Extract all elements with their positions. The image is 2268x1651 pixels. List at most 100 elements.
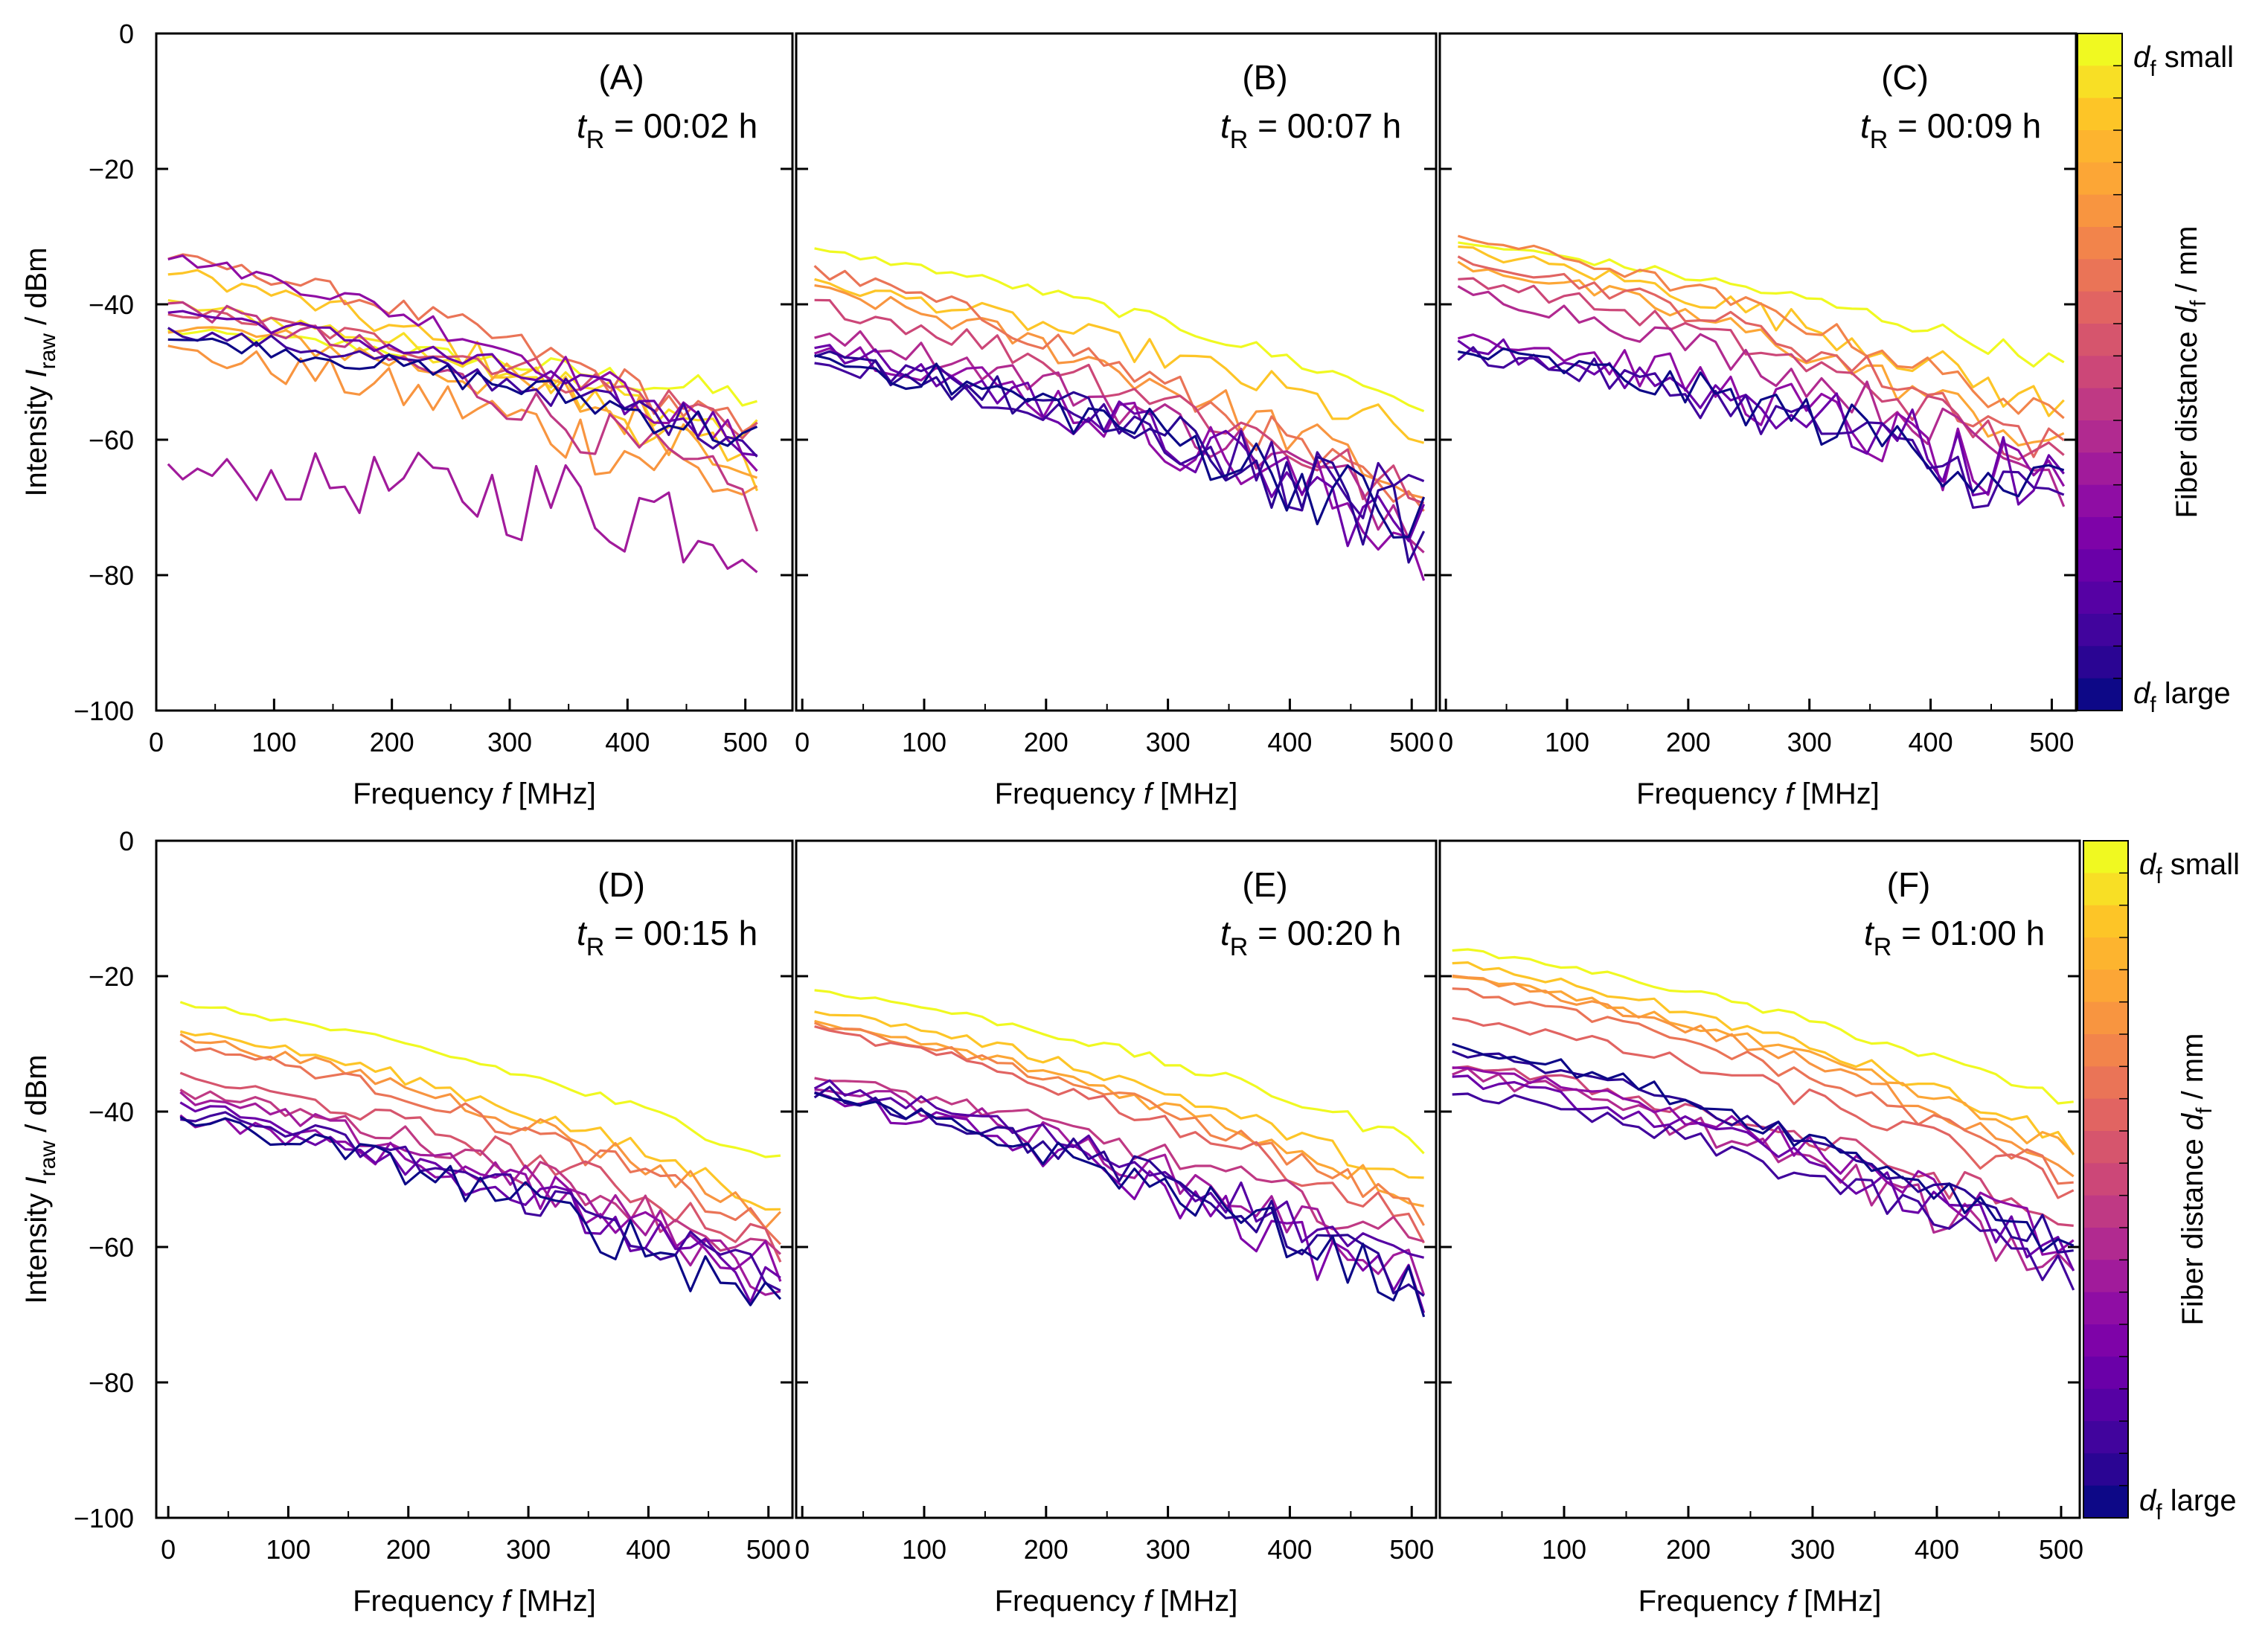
x-tick-label: 400 [1267, 727, 1312, 757]
series-line [1452, 1050, 2074, 1254]
series-line [1452, 1092, 2075, 1291]
series-group [179, 1001, 782, 1307]
series-line [179, 1039, 782, 1246]
series-line [814, 1010, 1424, 1179]
y-tick-label: 0 [119, 19, 134, 49]
x-axis-title: Frequency f [MHz] [353, 778, 596, 810]
series-line [1452, 974, 2075, 1178]
series-line [167, 310, 757, 457]
x-tick-label: 300 [1146, 727, 1191, 757]
y-tick-label: −100 [74, 696, 134, 726]
series-line [814, 354, 1426, 539]
x-tick-label: 200 [1024, 727, 1069, 757]
y-tick-label: −60 [89, 1232, 134, 1263]
x-tick-label: 0 [161, 1534, 176, 1565]
series-line [814, 278, 1425, 444]
series-line [1452, 1016, 2075, 1199]
series-line [1452, 987, 2074, 1185]
colorbar-segment [2083, 1066, 2128, 1100]
x-tick-label: 400 [1915, 1534, 1959, 1565]
y-axis-title: Intensity Iraw / dBm [20, 247, 60, 496]
colorbar-segment [2078, 452, 2122, 486]
x-tick-label: 0 [1438, 727, 1453, 757]
series-line [167, 452, 758, 574]
colorbar-small-label: df small [2139, 848, 2240, 888]
x-axis-title: Frequency f [MHz] [1638, 1585, 1882, 1618]
y-tick-label: −40 [89, 289, 134, 320]
series-line [814, 1088, 1426, 1295]
time-label: tR = 00:07 h [1220, 106, 1401, 154]
colorbar-segment [2083, 841, 2128, 874]
colorbar-segment [2083, 1195, 2128, 1228]
x-tick-label: 0 [795, 727, 810, 757]
series-line [167, 327, 758, 458]
x-tick-label: 200 [370, 727, 414, 757]
colorbar-segment [2078, 646, 2122, 679]
series-line [1457, 338, 2065, 506]
colorbar-segment [2083, 937, 2128, 971]
series-line [179, 1115, 782, 1307]
series-line [1458, 333, 2066, 496]
x-tick-label: 100 [1542, 1534, 1586, 1565]
series-line [814, 330, 1425, 554]
series-line [179, 1114, 782, 1282]
series-line [814, 247, 1425, 413]
series-line [1452, 1074, 2075, 1272]
series-line [1458, 347, 2065, 498]
x-tick-label: 200 [1666, 727, 1711, 757]
colorbar-segment [2078, 678, 2122, 711]
colorbar-segment [2078, 356, 2122, 389]
time-label: tR = 00:20 h [1220, 914, 1401, 961]
colorbar-small-label: df small [2133, 41, 2234, 81]
series-group [813, 989, 1426, 1318]
x-axis-title: Frequency f [MHz] [995, 1585, 1238, 1618]
x-tick-label: 500 [2039, 1534, 2083, 1565]
colorbar-segment [2083, 873, 2128, 906]
colorbar-title: Fiber distance df / mm [2171, 226, 2211, 519]
colorbar-segment [2083, 1421, 2128, 1455]
x-axis-title: Frequency f [MHz] [995, 778, 1238, 810]
colorbar-segment [2078, 484, 2122, 518]
series-line [167, 301, 759, 532]
series-line [1452, 975, 2075, 1155]
colorbar-segment [2083, 1324, 2128, 1358]
series-line [179, 1030, 781, 1211]
series-line [179, 1071, 782, 1263]
colorbar-segment [2083, 1228, 2128, 1261]
panel-label: (C) [1881, 58, 1929, 97]
x-tick-label: 200 [386, 1534, 431, 1565]
colorbar-segment [2083, 1098, 2128, 1132]
panel-d: 0 −20 −40 −60 −80 −100 0 100 200 300 400 500 (D) tR =… [20, 826, 794, 1618]
series-line [814, 284, 1424, 499]
colorbar-segment [2078, 549, 2122, 583]
series-group [813, 247, 1426, 581]
plot-frame [1438, 32, 2078, 712]
plot-frame [155, 839, 794, 1519]
time-label: tR = 00:02 h [577, 106, 757, 154]
series-line [167, 337, 758, 447]
x-tick-label: 300 [506, 1534, 551, 1565]
x-tick-label: 100 [902, 1534, 946, 1565]
colorbar-segment [2083, 1131, 2128, 1164]
colorbar-segment [2083, 905, 2128, 938]
colorbar-frame [2083, 840, 2129, 1519]
panel-label: (A) [598, 58, 644, 97]
plot-frame [795, 32, 1438, 712]
series-group [1452, 948, 2075, 1291]
colorbar-segment [2083, 1163, 2128, 1196]
colorbar-segment [2083, 1292, 2128, 1325]
colorbar-segment [2078, 97, 2122, 131]
colorbar-title: Fiber distance df / mm [2176, 1033, 2217, 1326]
colorbar-large-label: df large [2133, 677, 2231, 717]
colorbar-segment [2078, 581, 2122, 615]
series-line [814, 350, 1426, 564]
x-tick-label: 400 [626, 1534, 670, 1565]
series-line [814, 1091, 1426, 1318]
colorbar-segment [2078, 162, 2122, 196]
series-line [814, 1025, 1426, 1244]
colorbar-segment [2083, 1388, 2128, 1422]
colorbar-segment [2078, 227, 2122, 260]
series-line [1457, 260, 2065, 447]
colorbar-segment [2078, 130, 2122, 164]
